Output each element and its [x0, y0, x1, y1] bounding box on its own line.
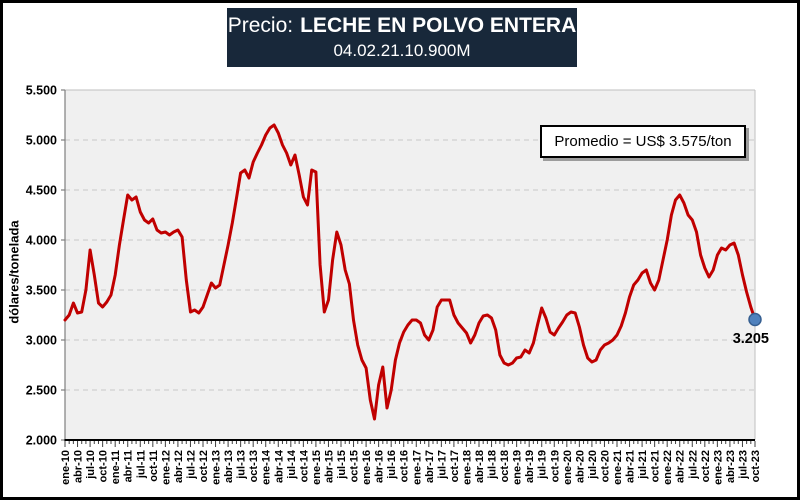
x-axis-tick-label: abr-23	[725, 450, 737, 483]
x-axis-tick-label: jul-19	[537, 450, 549, 480]
x-axis-tick-label: abr-11	[123, 450, 135, 482]
x-axis-tick-label: ene-10	[60, 450, 72, 485]
x-axis-tick-label: ene-12	[160, 450, 172, 485]
endpoint-marker	[748, 312, 762, 327]
title-product-name: LECHE EN POLVO ENTERA	[300, 14, 577, 37]
average-annotation-box: Promedio = US$ 3.575/ton	[540, 125, 746, 158]
x-axis-tick-label: oct-14	[298, 449, 310, 482]
y-axis-tick-label: 3.000	[26, 334, 57, 348]
x-axis-tick-label: oct-13	[248, 450, 260, 482]
x-axis-tick-label: abr-20	[574, 450, 586, 483]
x-axis-tick-label: jul-12	[185, 450, 197, 480]
y-axis-title: dólares/tonelada	[6, 220, 22, 324]
x-axis-tick-label: abr-16	[374, 450, 386, 483]
x-axis-tick-label: ene-22	[662, 450, 674, 485]
x-axis-tick-label: abr-10	[73, 450, 85, 483]
x-axis-tick-label: abr-14	[273, 449, 285, 483]
x-axis-tick-label: ene-23	[712, 450, 724, 485]
y-axis-tick-label: 2.000	[26, 434, 57, 448]
x-axis-tick-label: jul-10	[85, 450, 97, 480]
x-axis-tick-label: ene-20	[562, 450, 574, 485]
title-tariff-code: 04.02.21.10.900M	[333, 41, 471, 60]
x-axis-tick-label: oct-21	[650, 450, 662, 482]
x-axis-tick-label: oct-15	[349, 450, 361, 482]
x-axis-tick-label: oct-22	[700, 450, 712, 482]
x-axis-tick-label: abr-21	[625, 450, 637, 483]
chart-title: Precio: LECHE EN POLVO ENTERA	[227, 12, 577, 39]
x-axis-tick-label: ene-19	[512, 450, 524, 485]
x-axis-tick-label: ene-13	[211, 450, 223, 485]
y-axis-tick-label: 3.500	[26, 284, 57, 298]
x-axis-tick-label: ene-16	[361, 450, 373, 485]
x-axis-tick-label: abr-13	[223, 450, 235, 483]
x-axis-tick-label: ene-17	[411, 450, 423, 485]
x-axis-tick-label: ene-11	[110, 450, 122, 484]
chart-title-box: Precio: LECHE EN POLVO ENTERA 04.02.21.10…	[227, 8, 577, 67]
x-axis-tick-label: jul-13	[236, 450, 248, 480]
x-axis-tick-label: oct-19	[549, 450, 561, 482]
x-axis-tick-label: ene-21	[612, 450, 624, 485]
x-axis-tick-label: oct-11	[148, 450, 160, 482]
x-axis-tick-label: jul-15	[336, 450, 348, 480]
x-axis-tick-label: ene-15	[311, 450, 323, 485]
x-axis-tick-label: jul-20	[587, 450, 599, 480]
x-axis-tick-label: oct-17	[449, 450, 461, 482]
y-axis-tick-label: 2.500	[26, 384, 57, 398]
x-axis-tick-label: abr-18	[474, 450, 486, 483]
x-axis-tick-label: oct-12	[198, 450, 210, 482]
x-axis-tick-label: jul-17	[436, 450, 448, 480]
x-axis-tick-label: abr-22	[675, 450, 687, 483]
x-axis-tick-label: ene-14	[261, 449, 273, 485]
x-axis-tick-label: abr-19	[524, 450, 536, 483]
x-axis-tick-label: jul-16	[386, 450, 398, 480]
x-axis-tick-label: jul-21	[637, 450, 649, 480]
y-axis-tick-label: 5.000	[26, 134, 57, 148]
x-axis-tick-label: oct-23	[750, 450, 762, 482]
y-axis-tick-label: 5.500	[26, 84, 57, 98]
x-axis-tick-label: oct-16	[399, 450, 411, 482]
x-axis-tick-label: oct-20	[599, 450, 611, 482]
y-axis-tick-label: 4.500	[26, 184, 57, 198]
endpoint-value-label: 3.205	[732, 330, 769, 347]
x-axis-tick-label: abr-15	[323, 450, 335, 483]
x-axis-tick-label: jul-23	[737, 450, 749, 480]
x-axis-tick-label: abr-17	[424, 450, 436, 483]
x-axis-tick-label: jul-11	[135, 450, 147, 479]
x-axis-tick-label: jul-22	[687, 450, 699, 480]
x-axis-tick-label: jul-14	[286, 449, 298, 480]
title-prefix: Precio:	[227, 14, 294, 37]
x-axis-tick-label: abr-12	[173, 450, 185, 483]
x-axis-tick-label: oct-18	[499, 450, 511, 482]
x-axis-tick-label: ene-18	[461, 450, 473, 485]
x-axis-tick-label: oct-10	[98, 450, 110, 482]
price-line-series	[63, 123, 757, 421]
y-axis-tick-label: 4.000	[26, 234, 57, 248]
x-axis-tick-label: jul-18	[487, 450, 499, 480]
